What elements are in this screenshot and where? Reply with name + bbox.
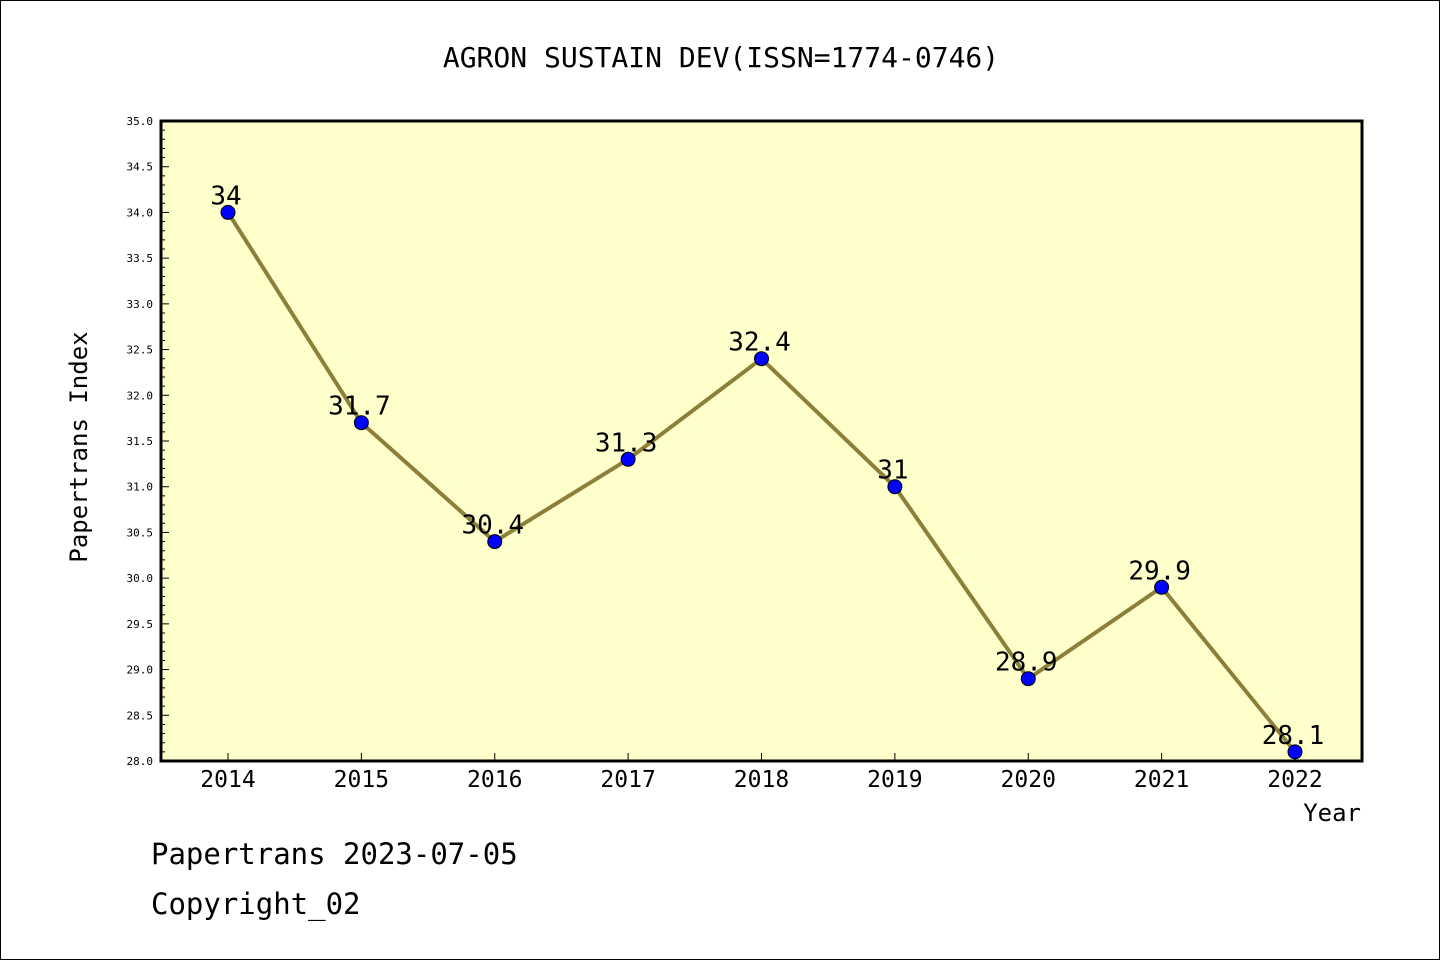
y-tick-label: 30.5 [127, 526, 154, 539]
data-point [487, 534, 503, 550]
data-point [1154, 579, 1170, 595]
x-tick-label: 2016 [467, 767, 522, 793]
data-label: 32.4 [728, 328, 791, 358]
y-tick-label: 31.5 [127, 435, 154, 448]
x-tick-label: 2015 [334, 767, 389, 793]
x-tick-label: 2021 [1134, 767, 1189, 793]
data-labels: 34 31.7 30.4 31.3 32.4 31 28.9 29.9 28.1 [210, 181, 1324, 750]
x-tick-label: 2017 [600, 767, 655, 793]
data-point [754, 351, 769, 367]
plot-area [161, 121, 1362, 761]
y-tick-label: 33.5 [127, 252, 154, 265]
data-label: 30.4 [461, 511, 524, 541]
plot-border [159, 119, 1364, 763]
data-point [887, 479, 903, 495]
y-tick-label: 29.5 [127, 618, 154, 631]
data-point [620, 451, 636, 467]
data-point [353, 415, 369, 431]
data-label: 29.9 [1128, 556, 1191, 586]
y-tick-label: 31.0 [127, 481, 154, 494]
x-tick-label: 2014 [200, 767, 255, 793]
footer-copyright: Copyright_02 [151, 887, 361, 921]
y-tick-label: 29.0 [127, 664, 154, 677]
y-axis-label: Papertrans Index [65, 331, 93, 562]
data-label: 31.3 [595, 428, 658, 458]
chart-title: AGRON SUSTAIN DEV(ISSN=1774-0746) [443, 41, 999, 74]
y-axis: 28.0 28.5 29.0 29.5 30.0 30.5 31.0 31.5 32.0 32.5… [127, 115, 169, 768]
y-tick-label: 32.0 [127, 389, 154, 402]
data-label: 31 [877, 456, 908, 486]
y-tick-label: 28.5 [127, 709, 154, 722]
data-label: 28.1 [1262, 721, 1325, 751]
x-axis: 2014 2015 2016 2017 2018 2019 2020 2021 2022 [200, 753, 1323, 793]
data-point [1020, 671, 1036, 687]
data-point [220, 204, 236, 220]
x-tick-label: 2018 [734, 767, 789, 793]
y-tick-label: 28.0 [127, 755, 154, 768]
y-tick-label: 33.0 [127, 298, 154, 311]
x-tick-label: 2022 [1267, 767, 1322, 793]
y-tick-label: 30.0 [127, 572, 154, 585]
data-point [1287, 744, 1303, 760]
x-tick-label: 2019 [867, 767, 922, 793]
y-tick-label: 34.5 [127, 161, 154, 174]
series-layer [220, 204, 1303, 760]
x-axis-label: Year [1303, 799, 1361, 827]
y-tick-label: 32.5 [127, 344, 154, 357]
y-tick-label: 34.0 [127, 206, 154, 219]
footer-date: Papertrans 2023-07-05 [151, 837, 518, 871]
data-label: 34 [210, 181, 241, 211]
y-tick-label: 35.0 [127, 115, 154, 128]
data-label: 31.7 [328, 392, 391, 422]
x-tick-label: 2020 [1001, 767, 1056, 793]
data-label: 28.9 [995, 648, 1058, 678]
